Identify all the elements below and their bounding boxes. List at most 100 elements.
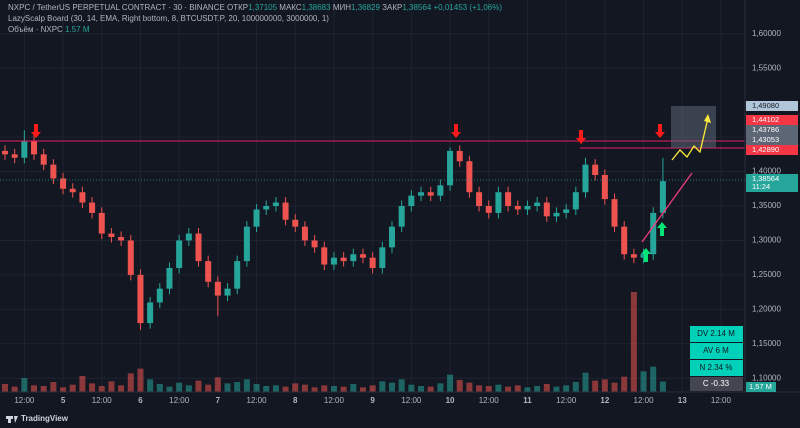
- y-tick-label: 1,35000: [752, 201, 781, 210]
- price-tag-text: 1,42890: [752, 145, 779, 154]
- candle-body: [176, 240, 183, 268]
- candle-body: [31, 140, 38, 155]
- candle-body: [369, 257, 376, 268]
- x-tick-label: 12: [600, 396, 609, 405]
- candle-body: [60, 178, 67, 189]
- board-cell: [690, 377, 743, 391]
- candle-body: [505, 192, 512, 206]
- x-tick-label: 6: [138, 396, 143, 405]
- price-tag-text: 1,43786: [752, 125, 779, 134]
- volume-bar: [466, 382, 473, 392]
- x-tick-label: 11: [523, 396, 532, 405]
- volume-bar: [582, 372, 589, 392]
- candle-body: [330, 257, 337, 265]
- price-tag: [746, 101, 798, 111]
- volume-bar: [243, 379, 250, 392]
- volume-bar: [234, 382, 241, 392]
- x-tick-label: 12:00: [556, 396, 577, 405]
- volume-bar: [195, 380, 202, 392]
- candle-body: [108, 233, 115, 237]
- candle-body: [69, 188, 76, 193]
- volume-bar: [166, 386, 173, 392]
- candle-body: [640, 254, 647, 258]
- volume-bar: [89, 383, 96, 392]
- down-arrow: [655, 124, 665, 138]
- volume-bar: [21, 378, 28, 392]
- candle-body: [495, 192, 502, 213]
- candle-body: [379, 247, 386, 268]
- candle-body: [466, 161, 473, 193]
- volume-bar: [350, 384, 357, 392]
- arrow-head: [704, 114, 711, 123]
- countdown: 11:24: [752, 182, 770, 191]
- candle-body: [21, 140, 28, 158]
- volume-bar: [495, 384, 502, 392]
- candle-body: [234, 261, 241, 289]
- candle-body: [243, 226, 250, 262]
- time-axis: 12:00 5 12:00 6 12:00 7 12:00 8 12:00 9 12:00 10 12:…: [14, 396, 731, 405]
- y-tick-label: 1,10000: [752, 373, 781, 382]
- candle-body: [630, 254, 637, 258]
- price-tag: [746, 135, 798, 145]
- candle-body: [476, 192, 483, 206]
- volume-bar: [369, 385, 376, 392]
- y-tick-label: 1,15000: [752, 339, 781, 348]
- indicator: LazyScalp Board (30, 14, EMA, Right bott…: [8, 14, 329, 23]
- candle-body: [224, 288, 231, 296]
- price-tag: [746, 125, 798, 135]
- buy-arrows: [641, 222, 667, 262]
- candle-body: [485, 206, 492, 213]
- board-cell: [690, 360, 743, 376]
- price-tag-text: 1,49080: [752, 101, 779, 110]
- symbol: NXPC / TetherUS PERPETUAL CONTRACT · 30 …: [8, 3, 225, 12]
- trend-line: [641, 172, 693, 243]
- volume-axis-label: 1,57 M: [749, 382, 772, 391]
- candle-body: [572, 192, 579, 210]
- volume-bar: [330, 386, 337, 392]
- open-value: 1,37105: [248, 3, 277, 12]
- volume-bar: [147, 379, 154, 392]
- y-tick-label: 1,55000: [752, 63, 781, 72]
- x-tick-label: 12:00: [247, 396, 268, 405]
- candle-body: [282, 202, 289, 220]
- candle-body: [185, 233, 192, 241]
- x-tick-label: 10: [446, 396, 455, 405]
- candle-body: [359, 254, 366, 258]
- volume-bar: [185, 385, 192, 392]
- down-arrow: [576, 130, 586, 144]
- volume-bar: [553, 386, 560, 392]
- x-tick-label: 12:00: [634, 396, 655, 405]
- volume-bar: [476, 385, 483, 392]
- candle-body: [350, 254, 357, 262]
- volume-bar: [534, 386, 541, 392]
- volume-bar: [263, 386, 270, 392]
- volume-header: Объём · NXPC 1.57 M: [8, 25, 90, 34]
- candle-body: [534, 202, 541, 206]
- logo: [6, 416, 18, 423]
- low-label: МИН: [333, 3, 351, 12]
- candle-body: [659, 181, 666, 213]
- grid: [0, 0, 745, 392]
- volume-bar: [601, 379, 608, 392]
- candle-body: [553, 212, 560, 217]
- down-arrow: [451, 124, 461, 138]
- volume-bar: [659, 381, 666, 392]
- candle-body: [582, 164, 589, 193]
- volume-bar: [456, 380, 463, 392]
- volume-bar: [321, 385, 328, 392]
- x-tick-label: 12:00: [479, 396, 500, 405]
- candle-body: [98, 212, 105, 234]
- volume-label: Объём · NXPC: [8, 25, 63, 34]
- target-zone: [671, 106, 716, 148]
- volume-bar: [408, 384, 415, 392]
- candle-body: [601, 175, 608, 200]
- candle-body: [524, 206, 531, 210]
- volume-bar: [650, 366, 657, 392]
- volume-bar: [69, 384, 76, 392]
- sell-arrows: [31, 124, 665, 144]
- volume-bar: [505, 386, 512, 392]
- volume-pane: [2, 292, 666, 392]
- candle-body: [205, 261, 212, 282]
- volume-bar: [2, 384, 8, 392]
- candle-body: [408, 195, 415, 206]
